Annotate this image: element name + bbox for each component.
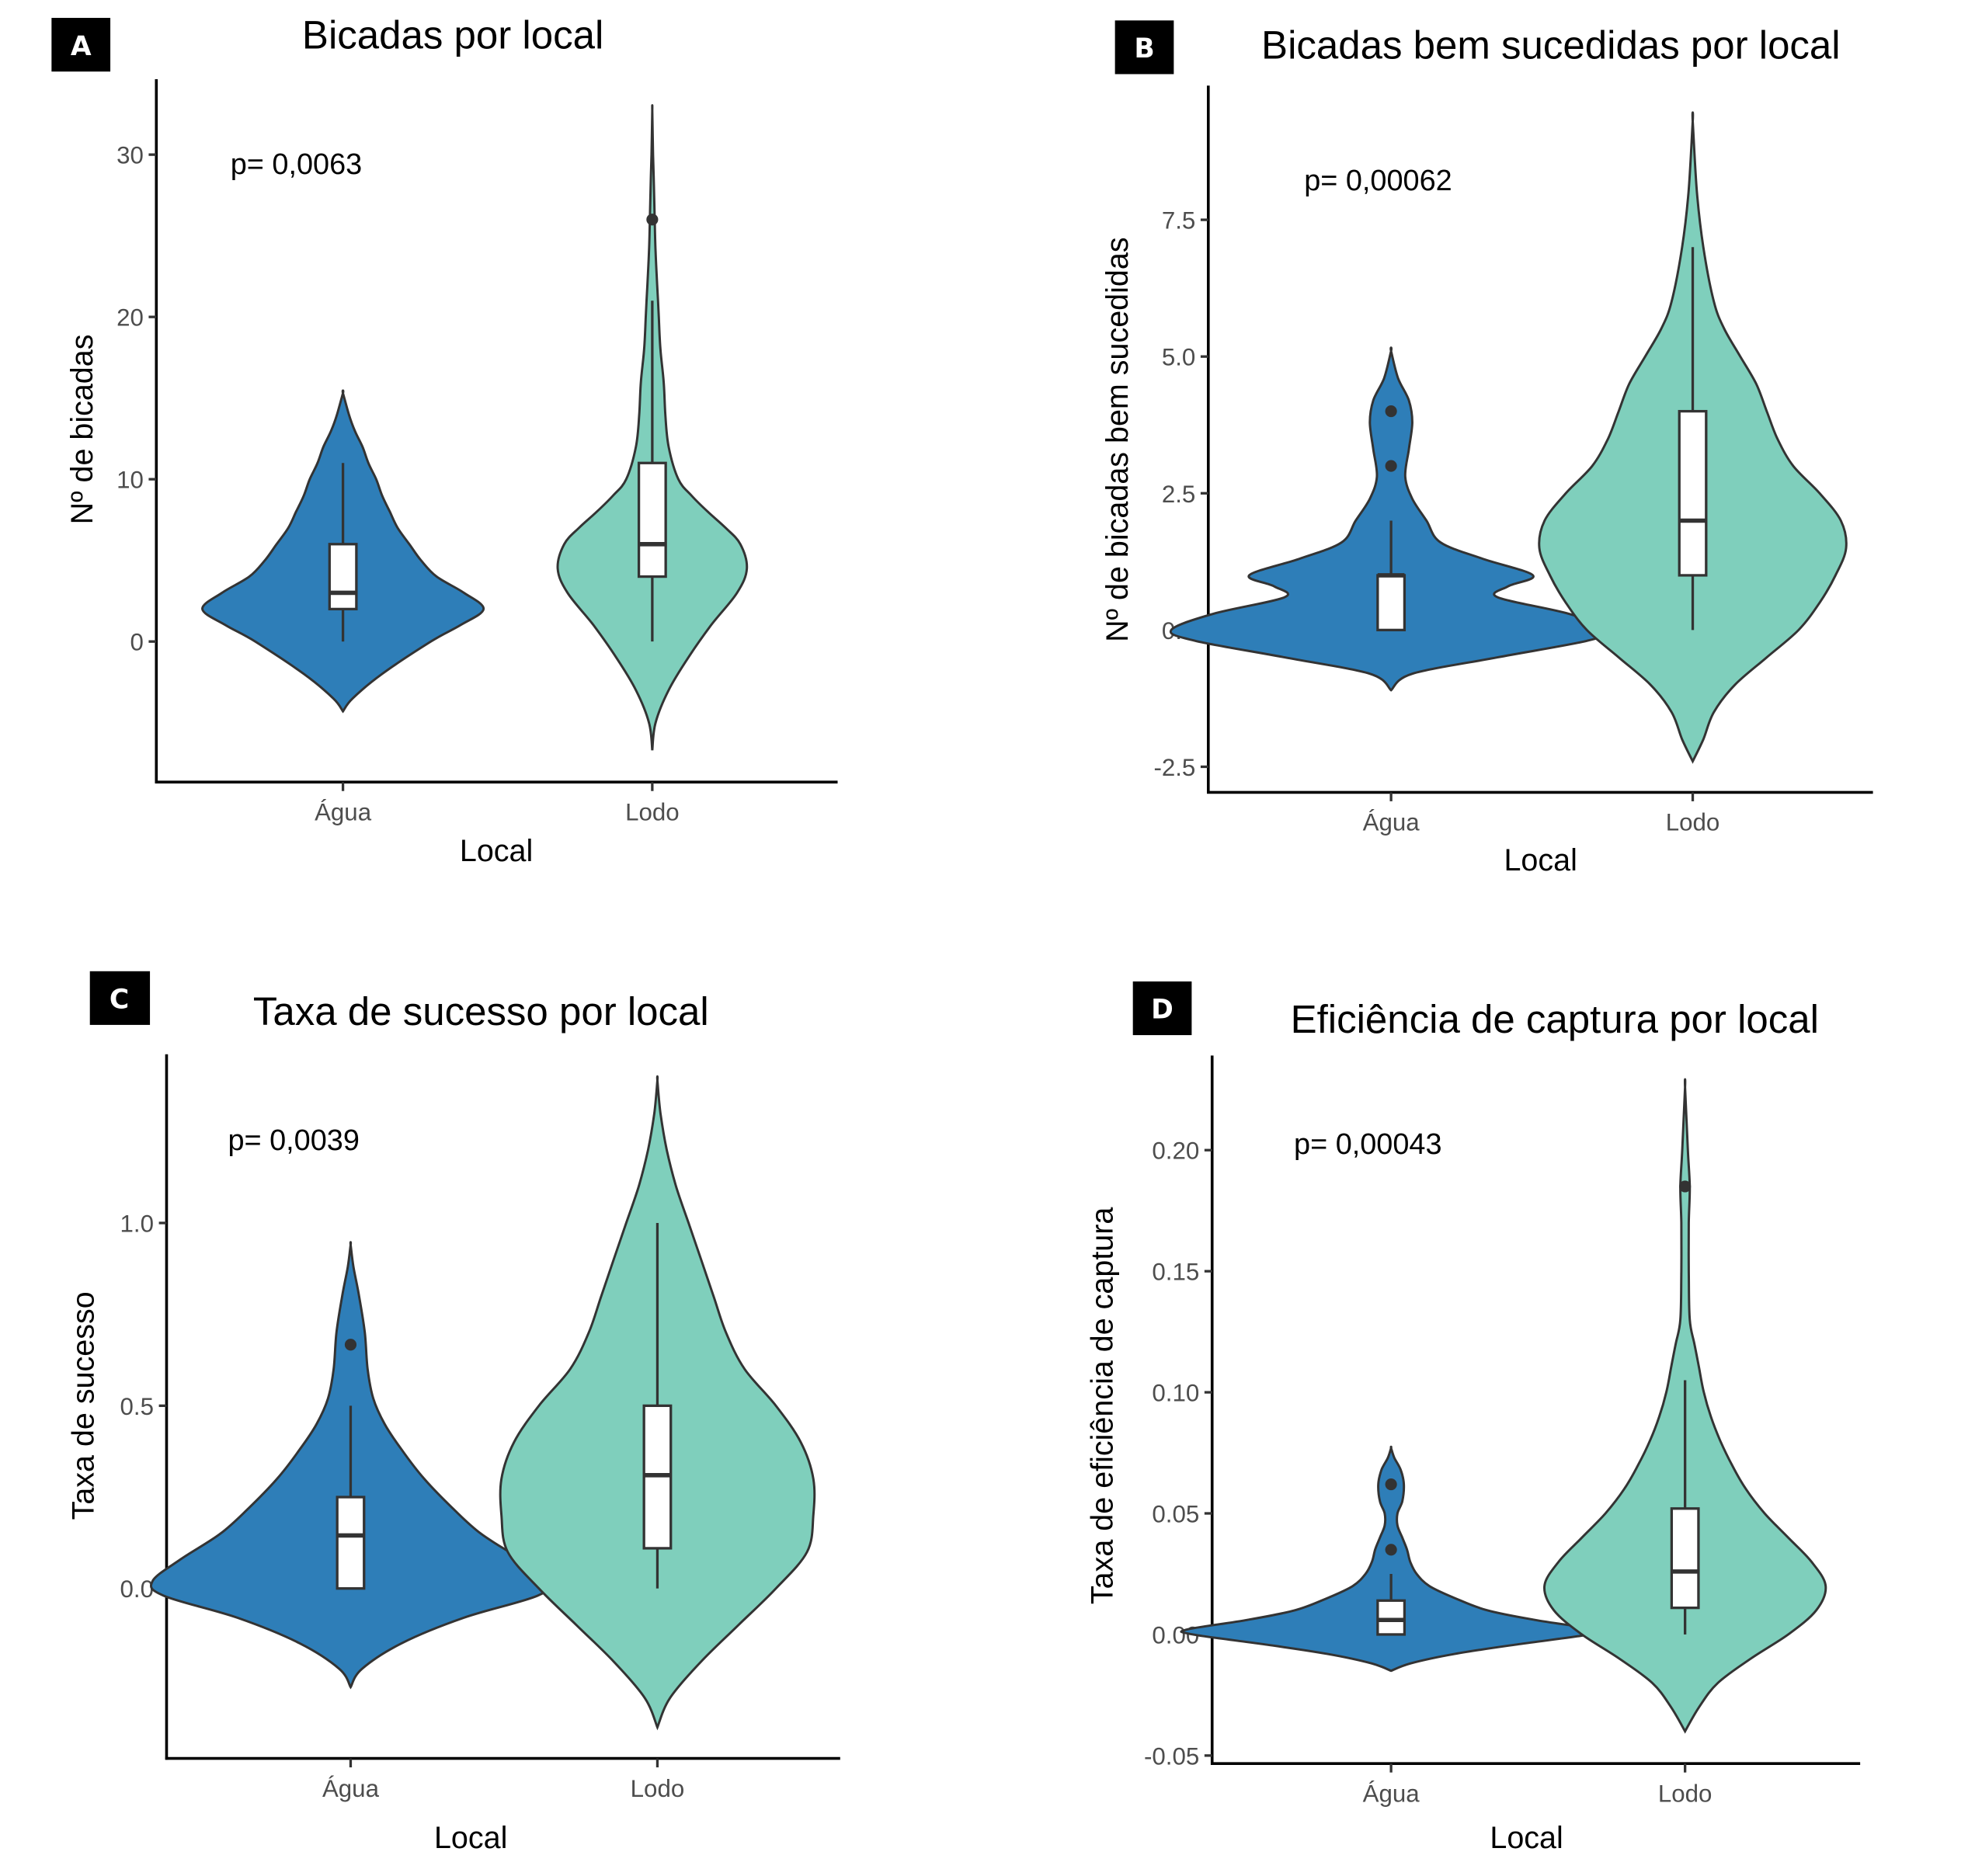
- panel-a-letter: A: [71, 31, 92, 62]
- y-tick-label: -0.05: [1144, 1742, 1199, 1770]
- panel-b-xlabel: Local: [1504, 843, 1577, 877]
- panel-c-plot: 0.0 0.5 1.0 Água Lodo: [120, 1054, 840, 1802]
- x-tick-label: Lodo: [1666, 809, 1720, 836]
- x-tick-label: Água: [1363, 1780, 1420, 1808]
- y-tick-label: 0: [130, 629, 143, 656]
- panel-d-title: Eficiência de captura por local: [1291, 997, 1819, 1041]
- panel-c-pvalue: p= 0,0039: [228, 1124, 359, 1157]
- x-tick-label: Água: [1363, 809, 1420, 836]
- iqr-box: [1376, 574, 1407, 632]
- outlier-point: [344, 1339, 357, 1351]
- x-tick-label: Lodo: [1658, 1780, 1713, 1808]
- panel-b-title: Bicadas bem sucedidas por local: [1261, 23, 1841, 68]
- panel-d-letter-box: [1132, 981, 1192, 1036]
- panel-a-ylabel: Nº de bicadas: [65, 335, 99, 525]
- iqr-box: [1678, 409, 1708, 577]
- y-tick-label: 5.0: [1162, 344, 1195, 371]
- y-tick-label: 0.15: [1152, 1259, 1199, 1286]
- iqr-box: [1670, 1507, 1700, 1610]
- panel-c-letter-box: [89, 971, 151, 1025]
- x-tick-label: Lodo: [625, 799, 680, 826]
- y-tick-label: 30: [116, 142, 144, 169]
- y-tick-label: 10: [116, 467, 144, 494]
- y-tick-label: 0.5: [120, 1393, 154, 1420]
- panel-b-letter-box: [1114, 20, 1174, 75]
- panel-c-title: Taxa de sucesso por local: [253, 989, 709, 1034]
- panel-a-xlabel: Local: [460, 834, 533, 868]
- outlier-point: [1385, 460, 1397, 472]
- panel-d-xlabel: Local: [1490, 1821, 1563, 1855]
- panel-b-pvalue: p= 0,00062: [1304, 165, 1452, 197]
- panel-b-letter: B: [1134, 33, 1154, 64]
- y-tick-label: 20: [116, 304, 144, 332]
- panel-c: C Taxa de sucesso por local p= 0,0039 Ta…: [67, 971, 840, 1855]
- iqr-box: [637, 461, 667, 578]
- panel-c-xlabel: Local: [434, 1821, 507, 1855]
- panel-d-ylabel: Taxa de eficiência de captura: [1085, 1207, 1119, 1604]
- x-tick-label: Água: [315, 799, 372, 826]
- panel-b-ylabel: Nº de bicadas bem sucedidas: [1101, 237, 1135, 641]
- outlier-point: [1385, 1478, 1397, 1491]
- outlier-point: [1385, 1544, 1397, 1556]
- panel-c-ylabel: Taxa de sucesso: [67, 1291, 101, 1520]
- iqr-box: [1376, 1599, 1407, 1636]
- panel-d-pvalue: p= 0,00043: [1294, 1128, 1441, 1161]
- outlier-point: [1385, 405, 1397, 418]
- panel-d: D Eficiência de captura por local p= 0,0…: [1085, 981, 1861, 1855]
- x-tick-label: Água: [322, 1775, 380, 1802]
- outlier-point: [646, 214, 659, 226]
- panel-c-letter: C: [110, 985, 129, 1016]
- y-tick-label: 0.10: [1152, 1380, 1199, 1407]
- panel-a-title: Bicadas por local: [302, 13, 603, 57]
- iqr-box: [336, 1496, 366, 1590]
- iqr-box: [328, 543, 358, 611]
- x-tick-label: Lodo: [631, 1775, 685, 1802]
- outlier-point: [1679, 1180, 1692, 1193]
- violin-agua: [1169, 346, 1613, 692]
- panel-b: B Bicadas bem sucedidas por local p= 0,0…: [1101, 20, 1873, 877]
- y-tick-label: 0.20: [1152, 1138, 1199, 1165]
- y-tick-label: -2.5: [1153, 754, 1195, 781]
- y-tick-label: 1.0: [120, 1211, 154, 1238]
- panel-a-letter-box: [51, 18, 111, 72]
- y-tick-label: 2.5: [1162, 481, 1195, 508]
- panel-a-plot: 0 10 20 30 Água Lodo: [116, 79, 838, 826]
- panel-d-letter: D: [1151, 995, 1174, 1026]
- y-tick-label: 7.5: [1162, 207, 1195, 234]
- panel-a-pvalue: p= 0,0063: [231, 148, 362, 181]
- panel-a: A Bicadas por local p= 0,0063 Nº de bica…: [51, 13, 838, 868]
- y-tick-label: 0.0: [120, 1575, 154, 1603]
- y-tick-label: 0.05: [1152, 1501, 1199, 1528]
- violin-agua: [1180, 1445, 1602, 1673]
